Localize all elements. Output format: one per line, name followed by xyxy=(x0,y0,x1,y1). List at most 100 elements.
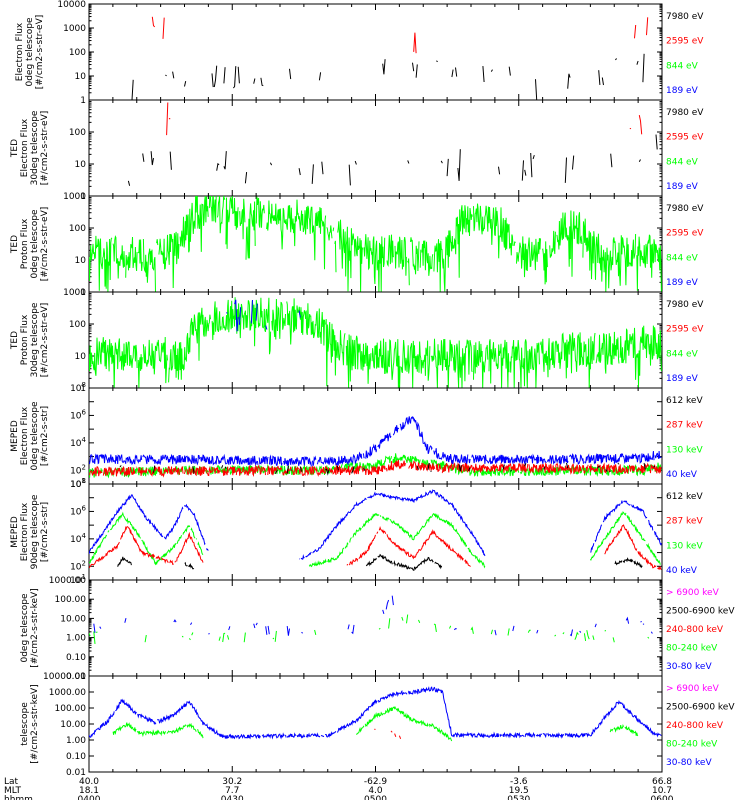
y-axis-label-line: 0deg telescope xyxy=(20,593,30,663)
y-tick-label: 102 xyxy=(70,559,86,572)
y-axis-label-line: TED xyxy=(10,331,20,350)
y-axis-label-line: Electron Flux xyxy=(15,22,25,81)
y-tick-label: 10 xyxy=(75,72,87,82)
legend-entry: 7980 eV xyxy=(666,300,704,310)
legend-entry: > 6900 keV xyxy=(666,684,720,694)
y-axis-label-line: MEPED xyxy=(10,420,20,452)
legend-entry: 40 keV xyxy=(666,470,698,480)
particle-flux-figure: 110100100010000Electron Flux 0deg telesco… xyxy=(0,0,750,800)
panel-3: 1 10 100 1000 TED Proton Flux 0deg telescope [#… xyxy=(10,192,704,298)
series-trace xyxy=(90,460,662,476)
legend-entry: 80-240 keV xyxy=(666,644,718,654)
legend-entry: 844 eV xyxy=(666,157,699,167)
legend-entry: 7980 eV xyxy=(666,204,704,214)
legend-entry: 2595 eV xyxy=(666,229,704,239)
y-axis-label: MEPED Electron Flux 90deg telescope [#/cm2-… xyxy=(10,494,50,569)
x-axis-footer: Lat 40.0 30.2 -62.9 -3.6 66.8MLT 18.1 7.7 4.0 19.… xyxy=(4,777,674,800)
legend-entry: 240-800 keV xyxy=(666,721,724,731)
legend-entry: 2595 eV xyxy=(666,37,704,47)
y-axis-label-line: 0deg telescope xyxy=(30,209,40,279)
y-tick-label: 104 xyxy=(70,532,86,545)
series-trace xyxy=(132,54,658,100)
y-axis-label: TED Proton Flux 0deg telescope [#/cm2-s-str… xyxy=(10,207,50,282)
y-tick-label: 100 xyxy=(69,128,86,138)
y-axis-label-line: TED xyxy=(10,235,20,254)
y-tick-label: 10.00 xyxy=(60,614,86,624)
legend-entry: 844 eV xyxy=(666,253,699,263)
footer-tick-value: 0500 xyxy=(364,795,387,800)
y-tick-label: 100 xyxy=(69,48,86,58)
y-tick-label: 1 xyxy=(80,96,86,106)
legend-entry: 30-80 keV xyxy=(666,758,712,768)
legend-entry: 189 eV xyxy=(666,86,699,96)
footer-tick-value: 0600 xyxy=(651,795,674,800)
y-axis-label-line: 90deg telescope xyxy=(30,494,40,569)
legend-entry: 844 eV xyxy=(666,61,699,71)
legend-entry: 30-80 keV xyxy=(666,662,712,672)
panel-2: 1 10 100 TED Electron Flux 30deg telescope [#/… xyxy=(10,100,704,202)
y-tick-label: 100 xyxy=(69,320,86,330)
legend-entry: 2500-6900 keV xyxy=(666,607,735,617)
legend-entry: 7980 eV xyxy=(666,12,704,22)
legend-entry: 189 eV xyxy=(666,182,699,192)
y-axis-label-line: Proton Flux xyxy=(20,218,30,269)
legend-entry: 2595 eV xyxy=(666,133,704,143)
y-axis-label: TED Proton Flux 30deg telescope [#/cm2-s-st… xyxy=(10,302,50,377)
legend-entry: 130 keV xyxy=(666,541,703,551)
legend-entry: 612 keV xyxy=(666,396,703,406)
y-tick-label: 108 xyxy=(70,477,86,490)
y-axis-label-line: Electron Flux xyxy=(20,406,30,465)
series-trace xyxy=(152,17,662,53)
y-tick-label: 10.00 xyxy=(60,720,86,730)
y-axis-label-line: [#/cm2-s-str-keV] xyxy=(30,588,40,667)
footer-row-label: hhmm xyxy=(4,795,33,800)
panel-frame xyxy=(89,100,662,196)
y-tick-label: 10 xyxy=(75,352,87,362)
footer-tick-value: 0400 xyxy=(78,795,101,800)
y-tick-label: 10000.00 xyxy=(43,672,86,682)
legend-entry: > 6900 keV xyxy=(666,588,720,598)
panel-frame xyxy=(89,676,662,772)
y-axis-label: Electron Flux 0deg telescope [#/cm2-s-str-… xyxy=(15,15,45,90)
y-tick-label: 1000.00 xyxy=(49,688,86,698)
y-axis-label-line: 0deg telescope xyxy=(30,401,40,471)
legend-entry: 80-240 keV xyxy=(666,740,718,750)
legend-entry: 189 eV xyxy=(666,278,699,288)
y-tick-label: 10000 xyxy=(57,0,86,10)
y-axis-label-line: telescope xyxy=(20,702,30,746)
y-axis-label-line: [#/cm2-s-str-eV] xyxy=(40,111,50,186)
y-axis-label-line: 30deg telescope xyxy=(30,302,40,377)
y-tick-label: 100.00 xyxy=(55,704,87,714)
y-axis-label-line: 30deg telescope xyxy=(30,110,40,185)
series-trace xyxy=(89,196,661,292)
footer-tick-value: 0430 xyxy=(221,795,244,800)
series-trace xyxy=(374,729,403,739)
y-axis-label-line: [#/cm2-s-str-eV] xyxy=(35,15,45,90)
panel-frame xyxy=(89,292,662,388)
y-axis-label: telescope [#/cm2-s-str-keV] xyxy=(20,684,40,763)
y-axis-label: MEPED Electron Flux 0deg telescope [#/cm2-s… xyxy=(10,401,50,471)
y-tick-label: 100.00 xyxy=(55,595,87,605)
y-tick-label: 10 xyxy=(75,160,87,170)
y-axis-label-line: [#/cm2-s-str-eV] xyxy=(40,303,50,378)
legend-entry: 240-800 keV xyxy=(666,625,724,635)
series-trace xyxy=(89,490,661,559)
panel-frame xyxy=(89,580,662,676)
legend-entry: 2595 eV xyxy=(666,325,704,335)
y-tick-label: 0.10 xyxy=(66,653,86,663)
y-tick-label: 10 xyxy=(75,256,87,266)
panel-7: 0.01 0.10 1.00 10.00 100.00 1000.00 0deg teles… xyxy=(20,576,735,682)
y-tick-label: 0.10 xyxy=(66,752,86,762)
panel-8: 0.010.101.0010.00100.001000.0010000.00te… xyxy=(20,672,735,778)
legend-entry: 189 eV xyxy=(666,374,699,384)
y-axis-label-line: TED xyxy=(10,139,20,158)
panel-4: 1101001000TED Proton Flux 30deg telescope[… xyxy=(10,288,704,394)
legend-entry: 844 eV xyxy=(666,349,699,359)
series-trace xyxy=(89,615,657,644)
y-axis-label-line: [#/cm2-s-str] xyxy=(40,406,50,466)
y-tick-label: 1.00 xyxy=(66,736,86,746)
legend-entry: 2500-6900 keV xyxy=(666,703,735,713)
series-trace xyxy=(118,555,643,571)
